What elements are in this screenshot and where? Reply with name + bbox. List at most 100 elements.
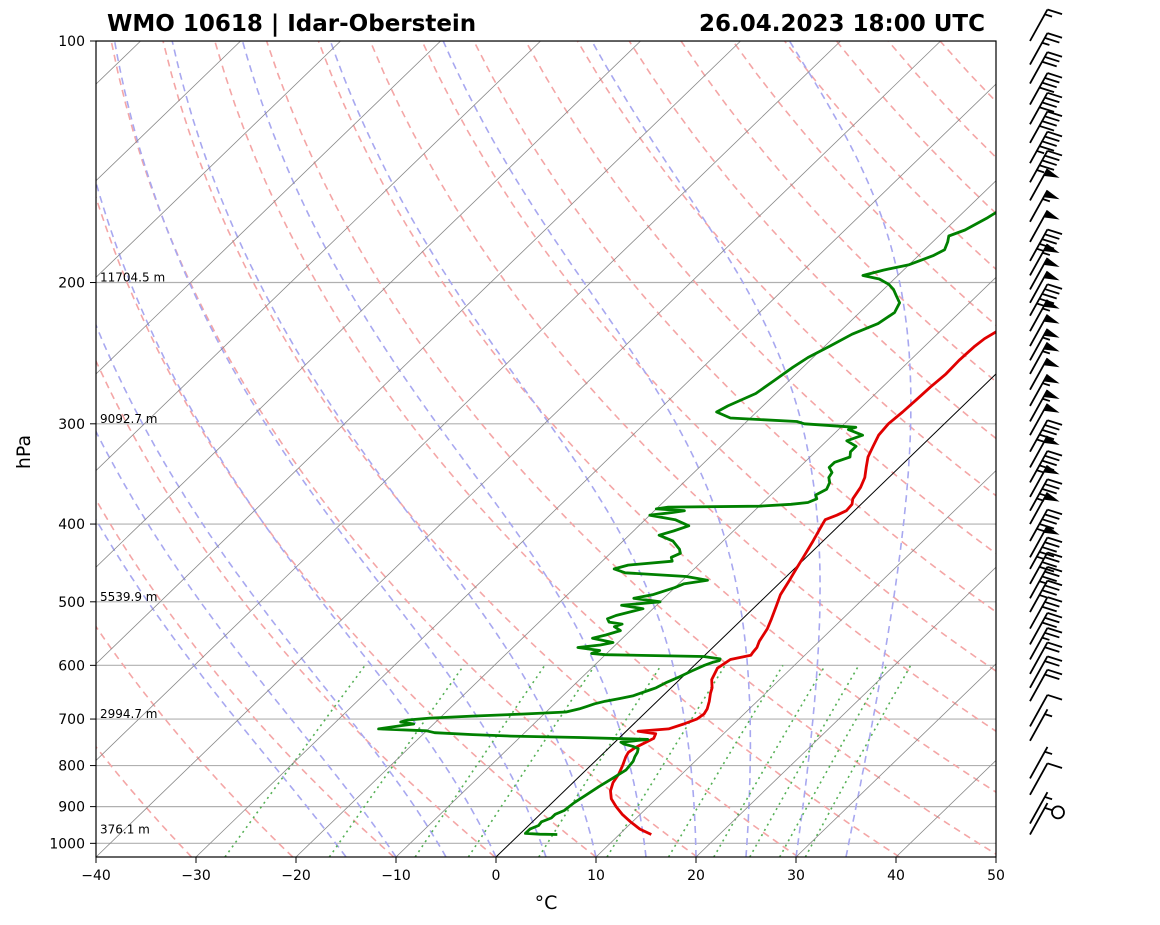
barb-shaft — [1029, 552, 1049, 585]
height-label: 5539.9 m — [100, 590, 158, 604]
barb-shaft — [1029, 270, 1049, 304]
barb-half-flag — [1041, 636, 1050, 641]
barb-full-flag — [1044, 673, 1060, 681]
pressure-gridlines — [96, 41, 996, 844]
barb-half-flag — [1039, 580, 1048, 585]
mixing-ratio-line — [467, 664, 596, 857]
barb-full-flag — [1041, 238, 1057, 245]
moist-adiabat — [96, 179, 497, 857]
plot-frame — [95, 40, 997, 858]
barb-full-flag — [1047, 110, 1063, 117]
barb-full-flag — [1044, 616, 1060, 624]
barb-pennant — [1043, 390, 1060, 399]
moist-adiabats — [96, 41, 912, 857]
wind-barb — [1029, 450, 1063, 483]
wind-barb — [1029, 228, 1063, 262]
barb-shaft — [1029, 612, 1049, 645]
barb-shaft — [1029, 435, 1049, 468]
barb-half-flag — [1042, 336, 1051, 341]
barb-half-flag — [1036, 169, 1045, 174]
barb-shaft — [1029, 492, 1049, 525]
dry-adiabat — [317, 41, 996, 794]
mixing-ratio-lines — [224, 664, 912, 857]
dry-adiabat — [524, 41, 996, 555]
barb-shaft — [1029, 655, 1049, 689]
dry-adiabat — [473, 41, 996, 613]
barb-full-flag — [1047, 627, 1063, 634]
y-tick-label: 600 — [58, 658, 85, 674]
wind-barb — [1029, 419, 1063, 453]
barb-full-flag — [1041, 101, 1057, 108]
height-label: 2994.7 m — [100, 707, 158, 721]
barb-half-flag — [1039, 594, 1048, 599]
barb-shaft — [1029, 111, 1049, 144]
barb-full-flag — [1044, 601, 1060, 608]
chart-title-datetime: 26.04.2023 18:00 UTC — [699, 11, 985, 37]
wind-barb — [1029, 130, 1063, 164]
isotherm — [195, 83, 996, 857]
wind-barb — [1029, 328, 1060, 361]
wind-barb — [1029, 8, 1063, 42]
barb-half-flag — [1042, 397, 1051, 402]
dry-adiabat — [96, 498, 395, 857]
barb-half-flag — [1036, 302, 1045, 307]
barb-shaft — [1029, 92, 1049, 125]
barb-full-flag — [1044, 541, 1060, 548]
barb-full-flag — [1041, 60, 1057, 68]
moist-adiabat — [591, 41, 821, 857]
barb-full-flag — [1039, 106, 1055, 113]
barb-shaft — [1029, 357, 1049, 391]
wind-barb — [1029, 655, 1063, 689]
wind-barb — [1029, 283, 1063, 317]
barb-shaft — [1029, 403, 1049, 436]
barb-full-flag — [1039, 433, 1055, 441]
barb-half-flag — [1044, 806, 1053, 812]
isotherms — [96, 41, 996, 857]
barb-shaft — [1029, 257, 1049, 290]
y-tick-label: 500 — [58, 595, 85, 611]
barb-full-flag — [1041, 575, 1057, 582]
barb-half-flag — [1036, 527, 1045, 532]
mixing-ratio-line — [749, 664, 860, 857]
barb-full-flag — [1044, 424, 1060, 431]
barb-full-flag — [1039, 464, 1055, 471]
barb-full-flag — [1041, 428, 1057, 436]
barb-full-flag — [1047, 450, 1063, 457]
barb-shaft — [1029, 314, 1049, 347]
barb-full-flag — [1044, 135, 1060, 143]
barb-full-flag — [1044, 584, 1060, 591]
barb-half-flag — [1036, 497, 1045, 502]
isotherm — [96, 41, 841, 761]
barb-half-flag — [1042, 382, 1051, 387]
barb-full-flag — [1047, 91, 1063, 99]
wind-barb — [1029, 374, 1060, 407]
barb-full-flag — [1041, 81, 1057, 89]
barb-shaft — [1029, 189, 1049, 223]
barb-full-flag — [1047, 478, 1063, 485]
barb-full-flag — [1047, 508, 1063, 516]
barb-shaft — [1029, 525, 1049, 558]
barb-shaft — [1029, 478, 1049, 512]
barb-shaft — [1029, 299, 1049, 332]
x-tick-label: 20 — [687, 868, 705, 884]
y-tick-label: 900 — [58, 800, 85, 816]
barb-full-flag — [1041, 546, 1057, 553]
barb-half-flag — [1036, 438, 1045, 443]
barb-half-flag — [1042, 251, 1051, 256]
temperature-profile — [609, 330, 996, 836]
x-tick-label: −40 — [81, 868, 111, 884]
barb-pennant — [1043, 525, 1060, 535]
barb-full-flag — [1047, 579, 1063, 587]
barb-full-flag — [1047, 149, 1063, 157]
barb-shaft — [1029, 746, 1049, 779]
wind-barb — [1029, 189, 1060, 223]
barb-shaft — [1029, 168, 1049, 201]
x-tick-label: −30 — [181, 868, 211, 884]
dry-adiabat — [96, 194, 597, 857]
barb-full-flag — [1047, 551, 1063, 558]
dry-adiabat — [369, 41, 996, 733]
isotherm — [96, 41, 741, 665]
wind-barb — [1029, 708, 1053, 742]
barb-half-flag — [1036, 150, 1045, 155]
